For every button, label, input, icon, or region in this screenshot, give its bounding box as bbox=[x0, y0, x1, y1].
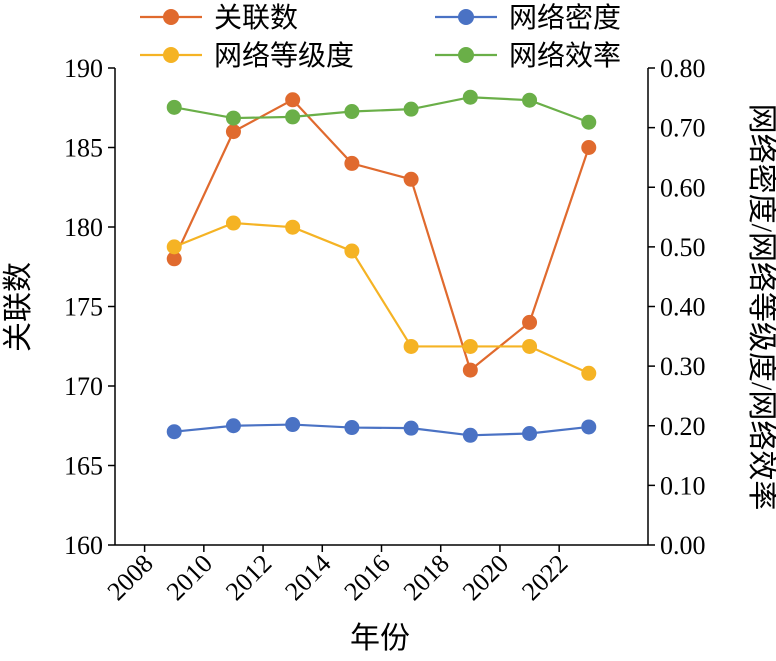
x-tick-label: 2012 bbox=[220, 549, 277, 606]
series-point-0 bbox=[581, 140, 597, 155]
x-tick-label: 2008 bbox=[102, 549, 159, 606]
x-axis-title: 年份 bbox=[350, 622, 410, 655]
legend-marker-3 bbox=[458, 47, 474, 63]
series-point-1 bbox=[403, 420, 419, 436]
series-point-2 bbox=[522, 338, 538, 354]
x-tick-label: 2022 bbox=[516, 549, 573, 606]
series-point-0 bbox=[166, 251, 182, 267]
legend-label-0: 关联数 bbox=[214, 2, 298, 34]
y-axis-right-title: 网络密度/网络等级度/网络效率 bbox=[745, 104, 776, 511]
series-line-3 bbox=[174, 96, 590, 124]
legend-marker-2 bbox=[163, 47, 179, 63]
series-point-2 bbox=[581, 365, 597, 381]
series-point-2 bbox=[285, 219, 301, 235]
x-tick-label: 2014 bbox=[279, 549, 336, 606]
series-line-2 bbox=[173, 221, 590, 375]
series-point-1 bbox=[462, 427, 478, 443]
y-right-tick-label: 0.30 bbox=[660, 352, 706, 381]
y-right-tick-label: 0.70 bbox=[660, 114, 706, 143]
series-point-1 bbox=[166, 424, 182, 440]
series-point-3 bbox=[403, 101, 419, 117]
x-tick-label: 2018 bbox=[398, 549, 455, 606]
x-tick-label: 2016 bbox=[338, 549, 395, 606]
series-point-0 bbox=[344, 155, 360, 171]
y-right-tick-label: 0.80 bbox=[660, 54, 706, 83]
series-point-3 bbox=[285, 109, 301, 125]
series-point-2 bbox=[166, 239, 182, 255]
y-left-tick-label: 165 bbox=[64, 452, 103, 481]
series-point-0 bbox=[225, 124, 241, 140]
y-right-tick-label: 0.20 bbox=[660, 412, 706, 441]
y-axis-left-title: 关联数 bbox=[2, 262, 35, 352]
legend-marker-0 bbox=[163, 9, 179, 25]
series-point-1 bbox=[522, 426, 538, 442]
series-point-3 bbox=[581, 114, 597, 130]
y-left-tick-label: 190 bbox=[64, 54, 103, 83]
series-point-1 bbox=[581, 419, 597, 435]
series-point-1 bbox=[225, 418, 241, 434]
y-right-tick-label: 0.00 bbox=[660, 531, 706, 560]
series-point-3 bbox=[225, 110, 241, 126]
legend-label-3: 网络效率 bbox=[509, 40, 621, 72]
y-left-tick-label: 175 bbox=[64, 293, 103, 322]
series-layer bbox=[166, 89, 597, 443]
legend-label-1: 网络密度 bbox=[509, 2, 621, 34]
series-line-1 bbox=[174, 423, 589, 437]
y-left-tick-label: 185 bbox=[64, 134, 103, 163]
legend-marker-1 bbox=[458, 9, 474, 25]
y-left-tick-label: 180 bbox=[64, 213, 103, 242]
y-right-tick-label: 0.50 bbox=[660, 233, 706, 262]
series-point-0 bbox=[522, 314, 538, 330]
x-tick-label: 2010 bbox=[161, 549, 218, 606]
series-point-1 bbox=[285, 417, 301, 433]
series-point-3 bbox=[462, 89, 478, 105]
series-point-2 bbox=[225, 215, 241, 231]
series-point-2 bbox=[403, 338, 419, 354]
y-right-tick-label: 0.60 bbox=[660, 173, 706, 202]
legend-label-2: 网络等级度 bbox=[214, 40, 354, 72]
series-line-0 bbox=[173, 98, 590, 372]
series-point-0 bbox=[403, 171, 419, 187]
series-point-2 bbox=[462, 338, 478, 354]
y-left-tick-label: 170 bbox=[64, 372, 103, 401]
series-point-0 bbox=[462, 362, 478, 378]
series-point-2 bbox=[344, 243, 360, 259]
series-point-3 bbox=[522, 92, 538, 108]
y-right-tick-label: 0.10 bbox=[660, 471, 706, 500]
y-right-tick-label: 0.40 bbox=[660, 293, 706, 322]
series-point-0 bbox=[285, 92, 301, 108]
x-tick-label: 2020 bbox=[457, 549, 514, 606]
series-point-3 bbox=[344, 104, 360, 120]
y-left-tick-label: 160 bbox=[64, 531, 103, 560]
axes: 160 165 170 175 180 185 190 0.00 0.10 0.20 0.30 0.4… bbox=[64, 54, 706, 606]
series-point-1 bbox=[344, 420, 360, 436]
series-point-3 bbox=[166, 99, 182, 115]
